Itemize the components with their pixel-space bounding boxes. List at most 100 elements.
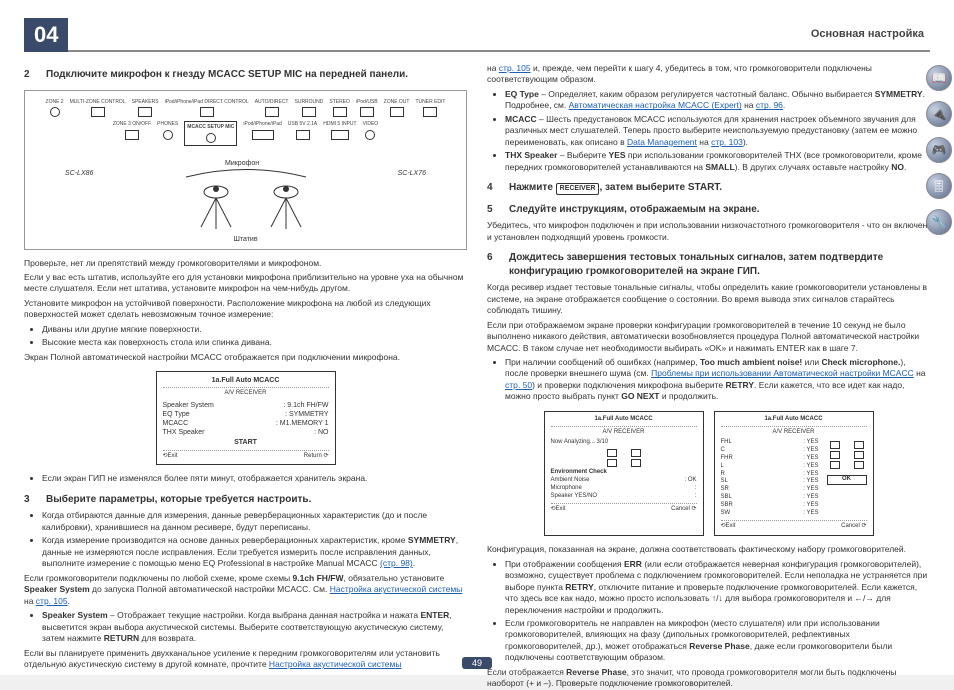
link-speaker-system[interactable]: Настройка акустической системы [330, 584, 463, 594]
link-mcacc-expert[interactable]: Автоматическая настройка MCACC (Expert) [569, 100, 742, 110]
body-text: Установите микрофон на устойчивой поверх… [24, 298, 467, 321]
lcd-val: : M1.MEMORY 1 [276, 419, 329, 428]
link-page-50[interactable]: стр. 50 [505, 380, 532, 390]
lcd-sub: A/V RECEIVER [721, 429, 867, 437]
lcd-screen-2b: 1a.Full Auto MCACC A/V RECEIVER FHL: YES… [714, 411, 874, 536]
left-column: 2 Подключите микрофон к гнезду MCACC SET… [24, 60, 467, 650]
body-text: Если громкоговорители подключены по любо… [24, 573, 467, 607]
lcd-start: START [234, 438, 257, 447]
link-page-103[interactable]: стр. 103 [711, 137, 743, 147]
lcd-key: SR [721, 486, 729, 494]
lcd-key: R [721, 471, 725, 479]
lcd-key: SW [721, 510, 731, 518]
lcd-val: : YES [803, 486, 818, 494]
lcd-val: : YES [803, 439, 818, 447]
lcd-title: 1a.Full Auto MCACC [551, 416, 697, 427]
body-text: Конфигурация, показанная на экране, долж… [487, 544, 930, 555]
conn-label: iPod/USB [356, 99, 378, 106]
lcd-key: Speaker YES/NO [551, 493, 598, 501]
nav-icon-connect[interactable]: 🔌 [926, 101, 952, 127]
list-item: Speaker System – Отображает текущие наст… [42, 610, 467, 644]
body-text: Убедитесь, что микрофон подключен и при … [487, 220, 930, 243]
link-data-mgmt[interactable]: Data Management [627, 137, 697, 147]
conn-label: SURROUND [295, 99, 324, 106]
lcd-val: : SYMMETRY [285, 410, 328, 419]
conn-label: VIDEO [363, 121, 379, 128]
lcd-key: MCACC [163, 419, 189, 428]
body-text: Если вы планируете применить двухканальн… [24, 648, 467, 671]
conn-label: ZONE 3 ON/OFF [113, 121, 151, 128]
link-page-98[interactable]: (стр. 98) [380, 558, 413, 568]
nav-icon-control[interactable]: 🎮 [926, 137, 952, 163]
lcd-foot-exit: ⟲Exit [551, 506, 566, 514]
lcd-key: Ambient Noise [551, 477, 590, 485]
lcd-key: C [721, 447, 725, 455]
step-num: 5 [487, 203, 499, 217]
bullet-list: EQ Type – Определяет, каким образом регу… [505, 89, 930, 173]
lcd-key: EQ Type [163, 410, 190, 419]
lcd-foot-cancel: Cancel ⟳ [841, 523, 866, 531]
lcd-sub: A/V RECEIVER [551, 429, 697, 437]
lcd-val: : YES [803, 471, 818, 479]
link-page-105[interactable]: стр. 105 [499, 63, 531, 73]
list-item: Когда измерение производится на основе д… [42, 535, 467, 569]
list-item: EQ Type – Определяет, каким образом регу… [505, 89, 930, 112]
connection-diagram: ZONE 2 MULTI-ZONE CONTROL SPEAKERS iPod/… [24, 90, 467, 250]
step-text: Подключите микрофон к гнезду MCACC SETUP… [46, 68, 467, 82]
body-text: Если при отображаемом экране проверки ко… [487, 320, 930, 354]
list-item: MCACC – Шесть предустановок MCACC исполь… [505, 114, 930, 148]
link-speaker-setup[interactable]: Настройка акустической системы [269, 659, 402, 669]
step-text: Выберите параметры, которые требуется на… [46, 493, 467, 507]
list-item: При отображении сообщения ERR (или если … [505, 559, 930, 616]
lcd-foot-return: Return ⟳ [304, 453, 329, 461]
list-item: Диваны или другие мягкие поверхности. [42, 324, 467, 335]
lcd-val: : OK [684, 477, 696, 485]
link-mcacc-problems[interactable]: Проблемы при использовании Автоматическо… [651, 368, 914, 378]
body-text: на стр. 105 и, прежде, чем перейти к шаг… [487, 63, 930, 86]
list-item: Если экран ГИП не изменялся более пяти м… [42, 473, 467, 484]
body-text: Проверьте, нет ли препятствий между гром… [24, 258, 467, 269]
bullet-list: Диваны или другие мягкие поверхности. Вы… [42, 324, 467, 349]
conn-label: MULTI-ZONE CONTROL [70, 99, 126, 106]
step-text: Следуйте инструкциям, отображаемым на эк… [509, 203, 930, 217]
lcd-foot-cancel: Cancel ⟳ [671, 506, 696, 514]
body-text: Экран Полной автоматической настройки MC… [24, 352, 467, 363]
step-num: 2 [24, 68, 36, 82]
body-text: Если у вас есть штатив, используйте его … [24, 272, 467, 295]
bullet-list: Если экран ГИП не изменялся более пяти м… [42, 473, 467, 484]
lcd-key: SBR [721, 502, 733, 510]
step-6: 6 Дождитесь завершения тестовых тональны… [487, 251, 930, 278]
lcd-pair: 1a.Full Auto MCACC A/V RECEIVER Now Anal… [487, 411, 930, 536]
lcd-screen-2a: 1a.Full Auto MCACC A/V RECEIVER Now Anal… [544, 411, 704, 536]
step-num: 6 [487, 251, 499, 278]
header-title: Основная настройка [811, 28, 930, 40]
step-num: 4 [487, 181, 499, 195]
lcd-ok-button: OK [827, 475, 867, 485]
bullet-list: Когда отбираются данные для измерения, д… [42, 510, 467, 569]
lcd-screen-1: 1a.Full Auto MCACC A/V RECEIVER Speaker … [156, 371, 336, 465]
lcd-section: Environment Check [551, 469, 697, 477]
list-item: Если громкоговоритель не направлен на ми… [505, 618, 930, 664]
tripod-label: Штатив [233, 235, 257, 244]
model-label-2: SC-LX76 [398, 169, 426, 178]
nav-icon-tools[interactable]: 🔧 [926, 209, 952, 235]
nav-icon-book[interactable]: 📖 [926, 65, 952, 91]
lcd-val: : YES [803, 502, 818, 510]
lcd-val: : NO [314, 428, 328, 437]
conn-label: iPod/iPhone/iPad DIRECT CONTROL [165, 99, 249, 106]
conn-label-mcacc: MCACC SETUP MIC [187, 124, 234, 131]
lcd-key: FHR [721, 455, 733, 463]
list-item: THX Speaker – Выберите YES при использов… [505, 150, 930, 173]
lcd-val: : [695, 493, 697, 501]
page-header: 04 Основная настройка [24, 18, 930, 52]
link-page-105[interactable]: стр. 105 [36, 596, 68, 606]
conn-label: AUTO/DIRECT [255, 99, 289, 106]
step-text: Дождитесь завершения тестовых тональных … [509, 251, 930, 278]
conn-label: SPEAKERS [132, 99, 159, 106]
lcd-key: FHL [721, 439, 732, 447]
body-text: Когда ресивер издает тестовые тональные … [487, 282, 930, 316]
lcd-val: : [695, 485, 697, 493]
nav-icon-settings[interactable]: 🎚 [926, 173, 952, 199]
model-label-1: SC-LX86 [65, 169, 93, 178]
link-page-96[interactable]: стр. 96 [756, 100, 783, 110]
